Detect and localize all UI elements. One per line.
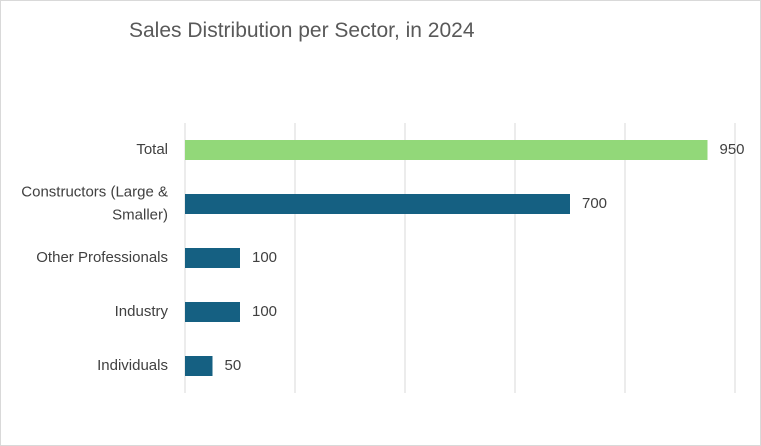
data-label-1: 700 xyxy=(582,195,607,212)
category-labels: Total Constructors (Large & Smaller) Other … xyxy=(21,141,168,374)
bars xyxy=(185,140,708,376)
bar-3 xyxy=(185,302,240,322)
category-label-1-line-0: Constructors (Large & xyxy=(21,183,168,200)
data-label-4: 50 xyxy=(225,357,242,374)
bar-4 xyxy=(185,356,213,376)
category-label-0: Total xyxy=(136,141,168,158)
bar-1 xyxy=(185,194,570,214)
category-label-1-line-1: Smaller) xyxy=(112,206,168,223)
data-labels: 950 700 100 100 50 xyxy=(225,141,745,374)
category-label-3: Industry xyxy=(115,303,169,320)
data-label-3: 100 xyxy=(252,303,277,320)
bar-0 xyxy=(185,140,708,160)
category-label-2: Other Professionals xyxy=(36,249,168,266)
chart-title: Sales Distribution per Sector, in 2024 xyxy=(129,19,475,42)
category-label-4: Individuals xyxy=(97,357,168,374)
data-label-2: 100 xyxy=(252,249,277,266)
data-label-0: 950 xyxy=(720,141,745,158)
bar-2 xyxy=(185,248,240,268)
